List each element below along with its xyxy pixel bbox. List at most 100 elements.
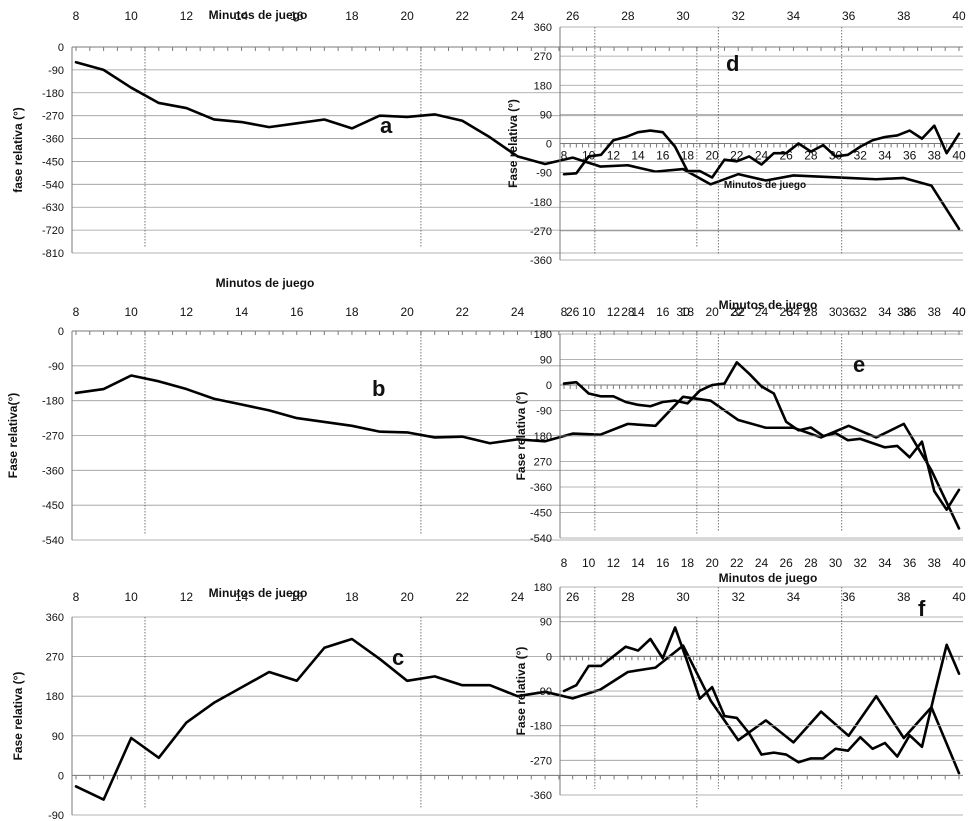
chart-title: Minutos de juego <box>209 586 308 600</box>
data-point <box>460 435 464 439</box>
x-tick-label: 24 <box>755 149 769 163</box>
x-tick-label: 14 <box>631 149 645 163</box>
data-point <box>102 68 106 72</box>
x-tick-label: 30 <box>676 590 690 604</box>
x-tick-label: 20 <box>705 556 719 570</box>
data-point <box>378 657 382 661</box>
chart-panel-f: 180 90 0 -90 -180 -270 -360 8 10 12 14 16 18 20 22 24 26… <box>514 556 966 802</box>
x-tick-label: 40 <box>952 305 966 319</box>
x-tick-label: 26 <box>566 590 580 604</box>
data-point <box>661 400 665 404</box>
data-point <box>587 154 591 158</box>
panel-letter: b <box>372 376 385 401</box>
data-point <box>834 154 838 158</box>
data-point <box>736 738 740 742</box>
data-point <box>760 753 764 757</box>
data-point <box>661 656 665 660</box>
x-tick-label: 34 <box>787 9 801 23</box>
x-tick-label: 18 <box>681 305 695 319</box>
data-point <box>624 645 628 649</box>
data-point <box>945 151 949 155</box>
y-tick-label: -630 <box>42 202 64 214</box>
data-point <box>184 721 188 725</box>
data-point <box>653 666 657 670</box>
x-tick-label: 16 <box>290 590 304 604</box>
x-tick-label: 16 <box>656 305 670 319</box>
data-point <box>599 394 603 398</box>
series-line-f <box>562 626 961 764</box>
data-point <box>574 683 578 687</box>
data-point <box>267 125 271 129</box>
y-tick-label: -90 <box>48 361 64 373</box>
x-tick-label: 18 <box>345 590 359 604</box>
data-point <box>858 735 862 739</box>
x-tick-label: 32 <box>732 305 746 319</box>
data-point <box>350 424 354 428</box>
data-point <box>847 176 851 180</box>
data-point <box>599 153 603 157</box>
x-tick-label: 34 <box>878 556 892 570</box>
data-point <box>673 625 677 629</box>
data-point <box>611 138 615 142</box>
data-point <box>846 749 850 753</box>
data-point <box>267 670 271 674</box>
y-tick-label: 90 <box>52 731 64 743</box>
data-point <box>648 637 652 641</box>
y-tick-label: 180 <box>534 431 552 443</box>
data-point <box>764 718 768 722</box>
data-point <box>709 699 713 703</box>
series-line-a <box>74 60 961 231</box>
data-point <box>764 426 768 430</box>
data-point <box>378 430 382 434</box>
data-point <box>821 434 825 438</box>
data-point <box>722 714 726 718</box>
x-tick-label: 22 <box>730 556 744 570</box>
x-tick-label: 12 <box>180 9 194 23</box>
x-tick-label: 24 <box>755 556 769 570</box>
data-point <box>874 694 878 698</box>
y-axis-label: Fase relativa (°) <box>514 392 528 481</box>
data-point <box>673 145 677 149</box>
data-point <box>957 227 961 231</box>
data-point <box>895 444 899 448</box>
data-point <box>895 754 899 758</box>
data-point <box>847 734 851 738</box>
data-point <box>322 117 326 121</box>
data-point <box>626 670 630 674</box>
data-point <box>350 126 354 130</box>
x-tick-label: 22 <box>456 590 470 604</box>
x-tick-label: 28 <box>804 556 818 570</box>
data-point <box>562 382 566 386</box>
data-point <box>212 117 216 121</box>
y-tick-label: 360 <box>46 612 64 624</box>
x-tick-label: 8 <box>73 590 80 604</box>
data-point <box>102 387 106 391</box>
data-point <box>871 441 875 445</box>
data-point <box>847 424 851 428</box>
panel-letter: c <box>392 645 404 670</box>
series-line-d <box>562 124 961 179</box>
y-tick-label: -90 <box>48 810 64 821</box>
x-tick-label: 10 <box>582 556 596 570</box>
y-tick-label: 180 <box>534 582 552 594</box>
data-point <box>902 736 906 740</box>
data-point <box>760 384 764 388</box>
panel-letter: a <box>380 113 393 138</box>
data-point <box>957 526 961 530</box>
data-point <box>735 159 739 163</box>
y-tick-label: 360 <box>534 22 552 34</box>
data-point <box>809 756 813 760</box>
data-point <box>809 426 813 430</box>
data-point <box>784 151 788 155</box>
y-axis-label: Fase relativa(°) <box>6 393 20 479</box>
y-tick-label: 180 <box>46 691 64 703</box>
x-axis-label: Minutos de juego <box>724 180 806 191</box>
data-point <box>460 683 464 687</box>
data-point <box>624 400 628 404</box>
data-point <box>908 733 912 737</box>
x-tick-label: 14 <box>235 590 249 604</box>
data-point <box>322 420 326 424</box>
x-tick-label: 12 <box>607 305 621 319</box>
data-point <box>883 445 887 449</box>
